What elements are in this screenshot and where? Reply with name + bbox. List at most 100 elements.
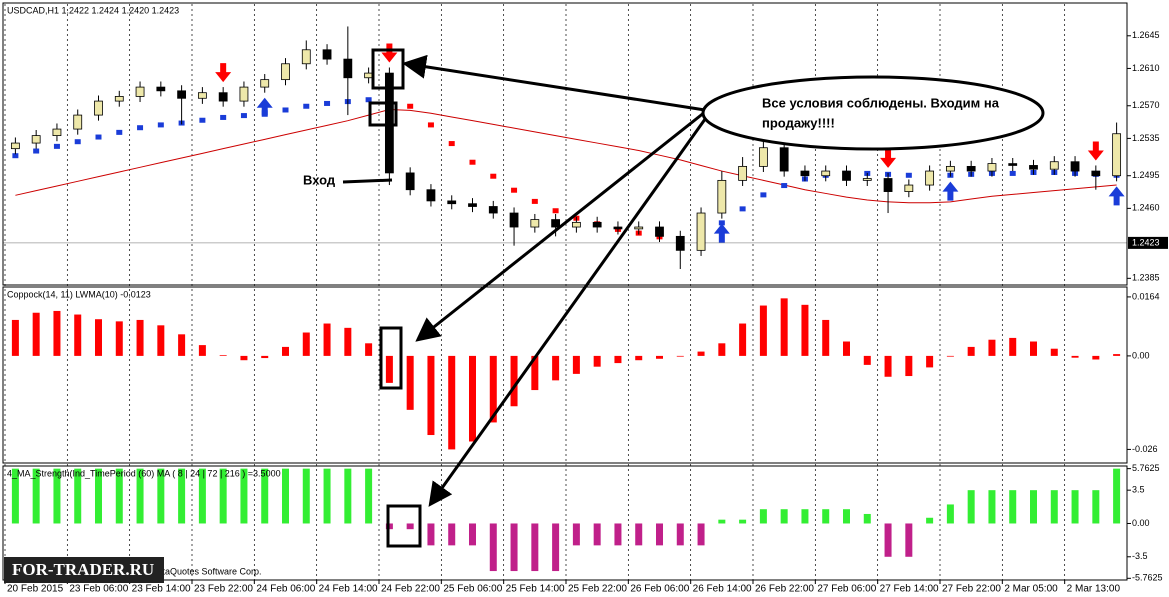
- bar: [718, 519, 726, 524]
- candle-body: [800, 170, 810, 177]
- callout-text: продажу!!!!: [762, 115, 835, 130]
- candle-body: [1008, 163, 1018, 166]
- bar: [1092, 355, 1100, 360]
- candle-body: [447, 200, 457, 205]
- candle-body: [779, 147, 789, 172]
- bar: [884, 355, 892, 377]
- y-tick-label: 1.2460: [1132, 203, 1160, 213]
- copyright: MetaQuotes Software Corp.: [150, 566, 262, 576]
- candle-body: [94, 100, 103, 116]
- stop-dot: [53, 143, 60, 149]
- candle-body: [10, 142, 20, 150]
- bar: [843, 341, 850, 356]
- candle-body: [904, 184, 914, 192]
- stop-dot: [240, 113, 247, 119]
- candle-body: [31, 135, 41, 144]
- candle-body: [883, 178, 893, 192]
- candle-body: [675, 235, 685, 251]
- bar: [240, 468, 248, 524]
- callout-text: Все условия соблюдены. Входим на: [762, 95, 1000, 110]
- stop-dot: [407, 103, 414, 109]
- x-tick-label: 27 Feb 22:00: [942, 584, 1001, 595]
- bar: [572, 523, 580, 546]
- x-tick-label: 24 Feb 22:00: [381, 584, 440, 595]
- bar: [53, 468, 61, 524]
- candle-body: [301, 49, 311, 65]
- candle-body: [613, 226, 623, 230]
- watermark-box: [4, 557, 164, 583]
- bar: [448, 523, 456, 546]
- candle-body: [655, 226, 664, 237]
- candle-body: [738, 165, 748, 181]
- x-tick-label: 24 Feb 06:00: [256, 584, 315, 595]
- bar: [926, 355, 934, 368]
- sell-arrow: [880, 148, 897, 168]
- stop-dot: [157, 122, 164, 128]
- y-tick-label: 0.00: [1132, 518, 1150, 528]
- buy-arrow: [942, 181, 959, 201]
- candle-body: [177, 90, 187, 99]
- stop-dot: [469, 159, 476, 165]
- y-tick-label: 1.2610: [1132, 63, 1160, 73]
- candle-body: [987, 163, 997, 172]
- bar: [656, 523, 663, 546]
- bar: [510, 355, 518, 407]
- x-tick-label: 25 Feb 06:00: [443, 584, 502, 595]
- x-tick-label: 26 Feb 14:00: [693, 584, 752, 595]
- stop-dot: [199, 117, 206, 123]
- stop-dot: [137, 125, 144, 131]
- bar: [406, 355, 414, 410]
- y-tick-label: -5.7625: [1132, 573, 1163, 583]
- bar: [676, 355, 684, 357]
- bar: [32, 468, 40, 524]
- candle-body: [52, 128, 62, 137]
- y-tick-label: 1.2570: [1132, 100, 1160, 110]
- stop-dot: [116, 129, 123, 135]
- bar: [198, 468, 206, 524]
- bar: [448, 355, 456, 450]
- stop-dot: [33, 148, 40, 154]
- plot-area: 20 Feb 2015 23 Feb 06:00 23 Feb 14:00 23 Fe…: [3, 4, 1168, 595]
- candle-body: [364, 72, 374, 79]
- bar: [510, 523, 518, 572]
- stop-dot: [303, 103, 310, 109]
- bar: [53, 310, 61, 356]
- buy-arrow: [1108, 186, 1125, 206]
- highlight-box: [386, 504, 422, 548]
- bar: [95, 468, 102, 524]
- bar: [1113, 468, 1121, 524]
- pointer-arrow: [415, 110, 706, 342]
- bar: [427, 523, 435, 546]
- candle-body: [1049, 161, 1059, 170]
- price-tag-label: 1.2423: [1132, 237, 1160, 247]
- bar: [863, 355, 871, 365]
- stop-dot: [95, 134, 102, 140]
- bar: [759, 509, 767, 524]
- candle-body: [592, 221, 602, 228]
- candle-body: [862, 178, 872, 181]
- sell-arrow: [215, 63, 232, 83]
- candle-body: [966, 165, 976, 172]
- candle-body: [925, 170, 935, 186]
- y-tick-label: -3.5: [1132, 551, 1148, 561]
- bar: [1030, 490, 1037, 524]
- candle-body: [73, 114, 83, 130]
- highlight-box: [379, 326, 403, 390]
- y-tick-label: 1.2495: [1132, 170, 1160, 180]
- x-tick-label: 2 Mar 05:00: [1004, 584, 1058, 595]
- bar: [302, 468, 310, 524]
- bar: [157, 468, 165, 524]
- bar: [261, 468, 269, 524]
- stop-dot: [552, 208, 559, 214]
- y-tick-label: 1.2645: [1132, 30, 1160, 40]
- candle-body: [343, 58, 353, 79]
- bar: [946, 355, 954, 357]
- bar: [489, 523, 497, 572]
- x-tick-label: 2 Mar 13:00: [1067, 584, 1121, 595]
- candle-body: [1029, 165, 1038, 170]
- bar: [926, 517, 934, 524]
- bar: [1050, 490, 1058, 524]
- y-tick-label: 3.5: [1132, 485, 1145, 495]
- bar: [739, 519, 747, 524]
